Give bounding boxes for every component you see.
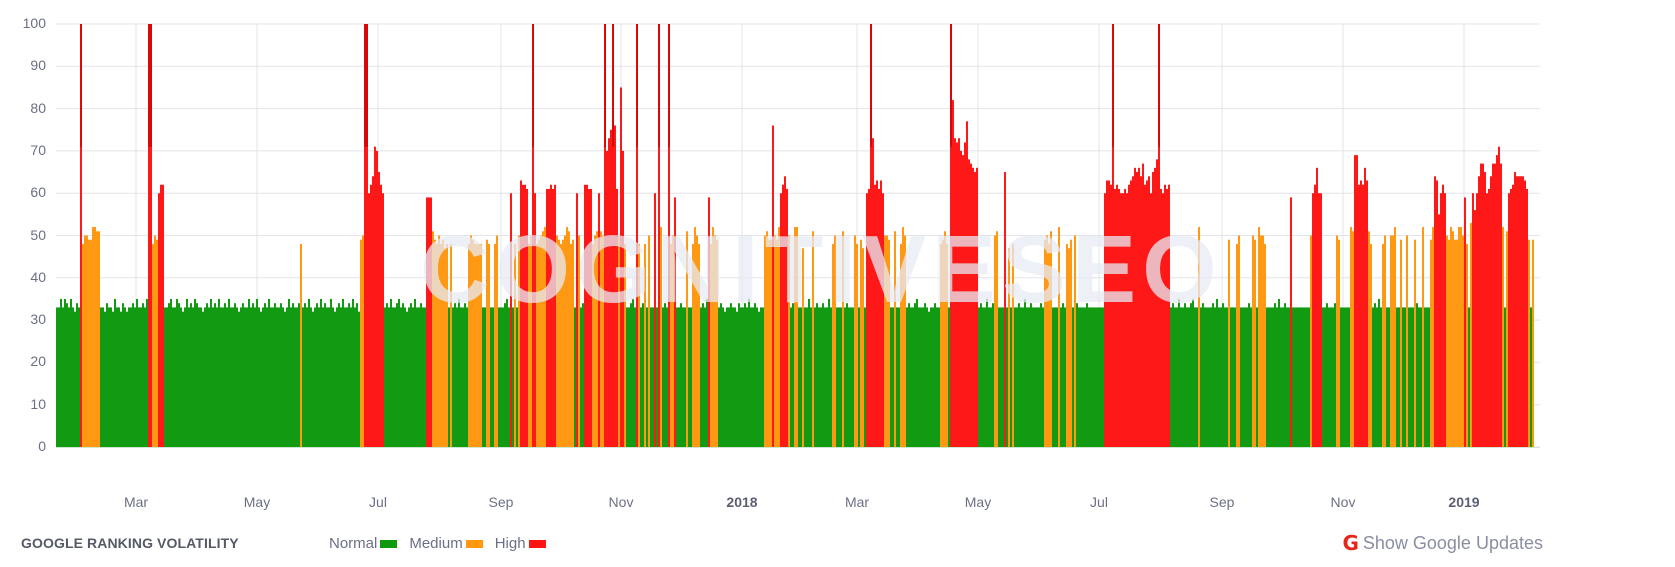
google-g-icon: G — [1342, 531, 1359, 555]
x-tick-label: 2019 — [1448, 494, 1480, 510]
y-tick-label: 0 — [38, 438, 46, 454]
x-tick-label: Sep — [1209, 494, 1235, 510]
legend: Normal Medium High — [329, 535, 558, 552]
x-tick-label: Jul — [369, 494, 387, 510]
y-tick-label: 30 — [30, 311, 46, 328]
legend-label-medium: Medium — [409, 535, 463, 552]
legend-swatch-medium — [465, 539, 483, 548]
legend-swatch-normal — [380, 539, 398, 548]
x-tick-label: Mar — [844, 494, 870, 510]
y-tick-label: 100 — [22, 15, 46, 31]
y-tick-label: 60 — [30, 184, 46, 201]
legend-item-normal[interactable]: Normal — [329, 535, 398, 552]
x-tick-label: Jul — [1090, 494, 1108, 510]
x-tick-label: 2018 — [726, 494, 758, 510]
legend-item-high[interactable]: High — [495, 535, 546, 552]
x-tick-label: May — [964, 494, 992, 510]
x-tick-label: Sep — [488, 494, 514, 510]
x-tick-label: Nov — [608, 494, 634, 510]
chart-footer: GOOGLE RANKING VOLATILITY Normal Medium … — [0, 527, 1675, 557]
y-tick-label: 10 — [30, 395, 46, 412]
x-tick-label: Nov — [1330, 494, 1356, 510]
y-tick-label: 50 — [30, 226, 46, 243]
show-google-updates-label: Show Google Updates — [1362, 532, 1543, 553]
legend-label-high: High — [494, 535, 526, 552]
legend-label-normal: Normal — [329, 535, 378, 552]
show-google-updates-button[interactable]: G Show Google Updates — [1342, 531, 1543, 555]
legend-swatch-high — [528, 539, 546, 548]
legend-item-medium[interactable]: Medium — [409, 535, 483, 552]
volatility-chart: COGNITIVESEO 0 10 20 30 40 50 60 70 80 90 100 Mar M… — [22, 15, 1540, 510]
x-tick-label: Mar — [123, 494, 149, 510]
y-tick-label: 80 — [30, 99, 46, 116]
x-tick-label: May — [243, 494, 271, 510]
y-tick-label: 40 — [30, 268, 46, 285]
chart-plot-area — [56, 23, 1540, 448]
chart-title: GOOGLE RANKING VOLATILITY — [21, 535, 239, 551]
y-tick-label: 20 — [30, 353, 46, 370]
y-tick-label: 70 — [30, 141, 46, 158]
y-tick-label: 90 — [30, 57, 46, 74]
